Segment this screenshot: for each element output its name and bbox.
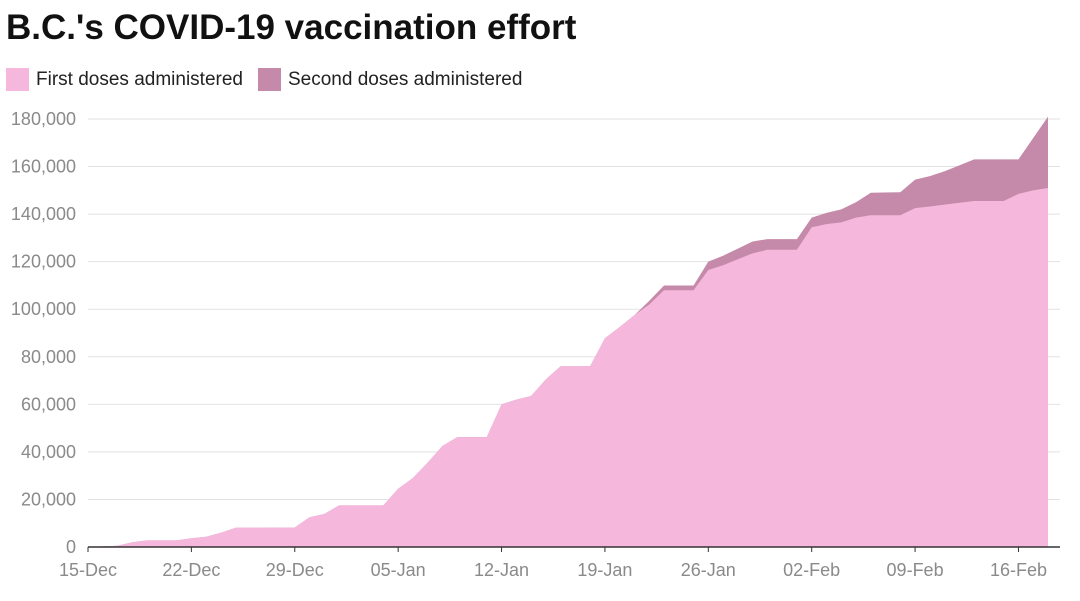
y-tick-label: 160,000 — [11, 157, 76, 177]
x-tick-label: 29-Dec — [266, 560, 324, 580]
x-tick-label: 19-Jan — [577, 560, 632, 580]
legend-swatch-second-doses — [257, 68, 281, 91]
x-tick-label: 02-Feb — [783, 560, 840, 580]
x-tick-label: 26-Jan — [681, 560, 736, 580]
x-tick-label: 05-Jan — [371, 560, 426, 580]
x-tick-label: 16-Feb — [990, 560, 1047, 580]
y-tick-label: 180,000 — [11, 109, 76, 129]
y-tick-label: 80,000 — [21, 347, 76, 367]
y-tick-label: 0 — [66, 537, 76, 557]
legend-swatch-first-doses — [6, 68, 29, 91]
y-tick-label: 140,000 — [11, 204, 76, 224]
x-tick-label: 22-Dec — [162, 560, 220, 580]
chart-legend: First doses administered Second doses ad… — [6, 68, 537, 91]
y-tick-label: 100,000 — [11, 299, 76, 319]
y-tick-label: 40,000 — [21, 442, 76, 462]
y-tick-label: 120,000 — [11, 252, 76, 272]
y-tick-label: 60,000 — [21, 394, 76, 414]
axes: 0 20,000 40,000 60,000 80,000 100,000 120,000 1… — [11, 109, 1060, 580]
area-series — [88, 116, 1048, 548]
chart-title: B.C.'s COVID-19 vaccination effort — [6, 8, 577, 47]
legend-label-first-doses: First doses administered — [36, 68, 243, 90]
legend-item-second-doses: Second doses administered — [257, 68, 523, 91]
area-first-doses — [88, 187, 1048, 547]
legend-item-first-doses: First doses administered — [6, 68, 243, 91]
x-tick-label: 09-Feb — [887, 560, 944, 580]
x-tick-label: 15-Dec — [59, 560, 117, 580]
legend-label-second-doses: Second doses administered — [287, 68, 523, 90]
x-tick-label: 12-Jan — [474, 560, 529, 580]
y-tick-label: 20,000 — [21, 489, 76, 509]
